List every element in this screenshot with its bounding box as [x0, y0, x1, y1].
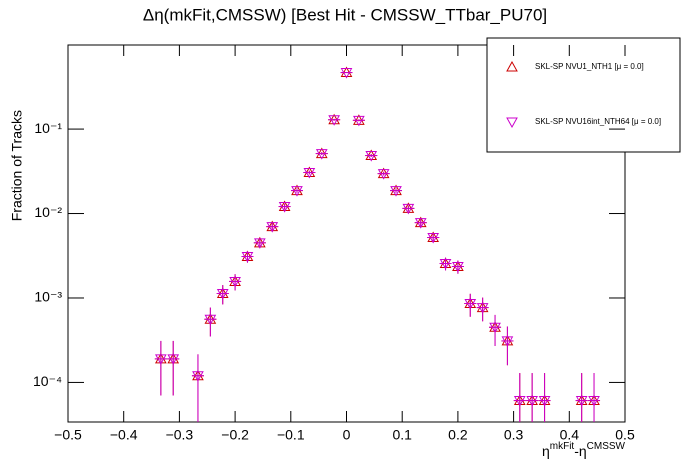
x-tick-label: −0.2	[221, 427, 249, 443]
x-tick-label: 0.1	[392, 427, 412, 443]
marker	[588, 396, 600, 407]
legend-box	[486, 37, 681, 153]
marker	[538, 396, 551, 407]
marker	[464, 299, 477, 310]
marker	[204, 314, 217, 326]
x-label-part: -η	[574, 443, 586, 459]
marker	[414, 218, 427, 229]
marker	[439, 259, 452, 270]
marker	[266, 222, 279, 233]
marker	[216, 289, 229, 300]
x-tick-label: −0.3	[166, 427, 194, 443]
x-tick-label: −0.4	[110, 427, 138, 443]
marker	[452, 261, 464, 273]
x-tick-label: 0	[343, 427, 351, 443]
marker	[575, 396, 588, 407]
x-tick-label: 0.5	[615, 427, 635, 443]
y-tick-label: 10⁻²	[34, 204, 62, 220]
marker	[501, 336, 514, 347]
marker	[291, 186, 303, 197]
marker	[192, 371, 204, 382]
x-tick-label: 0.3	[504, 427, 524, 443]
x-tick-label: 0.2	[448, 427, 468, 443]
x-tick-label: 0.4	[560, 427, 580, 443]
x-tick-label: −0.5	[54, 427, 82, 443]
marker	[390, 186, 402, 197]
x-label-part: η	[542, 443, 550, 459]
marker	[365, 151, 378, 162]
marker	[328, 115, 340, 126]
legend-label: SKL-SP NVU1_NTH1 [μ = 0.0]	[535, 62, 644, 71]
marker	[489, 322, 501, 334]
x-axis-label: ηmkFit-ηCMSSW	[542, 441, 626, 459]
marker	[427, 233, 440, 244]
marker	[402, 203, 415, 215]
y-axis-label: Fraction of Tracks	[9, 110, 25, 221]
marker	[476, 303, 489, 314]
marker	[526, 396, 538, 407]
marker	[315, 149, 328, 160]
legend-marker	[506, 60, 518, 72]
marker	[155, 354, 167, 365]
marker	[513, 396, 526, 407]
marker	[229, 276, 241, 288]
marker	[253, 238, 266, 249]
y-tick-label: 10⁻⁴	[33, 373, 62, 389]
y-tick-label: 10⁻¹	[34, 120, 62, 136]
marker	[377, 169, 390, 180]
marker	[167, 354, 180, 365]
marker	[340, 68, 353, 79]
x-tick-label: −0.1	[277, 427, 305, 443]
chart-title: Δη(mkFit,CMSSW) [Best Hit - CMSSW_TTbar_…	[143, 5, 547, 24]
x-label-superscript: CMSSW	[587, 441, 626, 452]
x-label-superscript: mkFit	[550, 441, 575, 452]
legend-label: SKL-SP NVU16int_NTH64 [μ = 0.0]	[535, 117, 661, 126]
y-tick-label: 10⁻³	[34, 289, 62, 305]
marker	[241, 251, 254, 263]
marker	[278, 202, 291, 213]
marker	[303, 168, 316, 179]
legend-marker	[506, 117, 518, 129]
marker	[353, 115, 365, 127]
